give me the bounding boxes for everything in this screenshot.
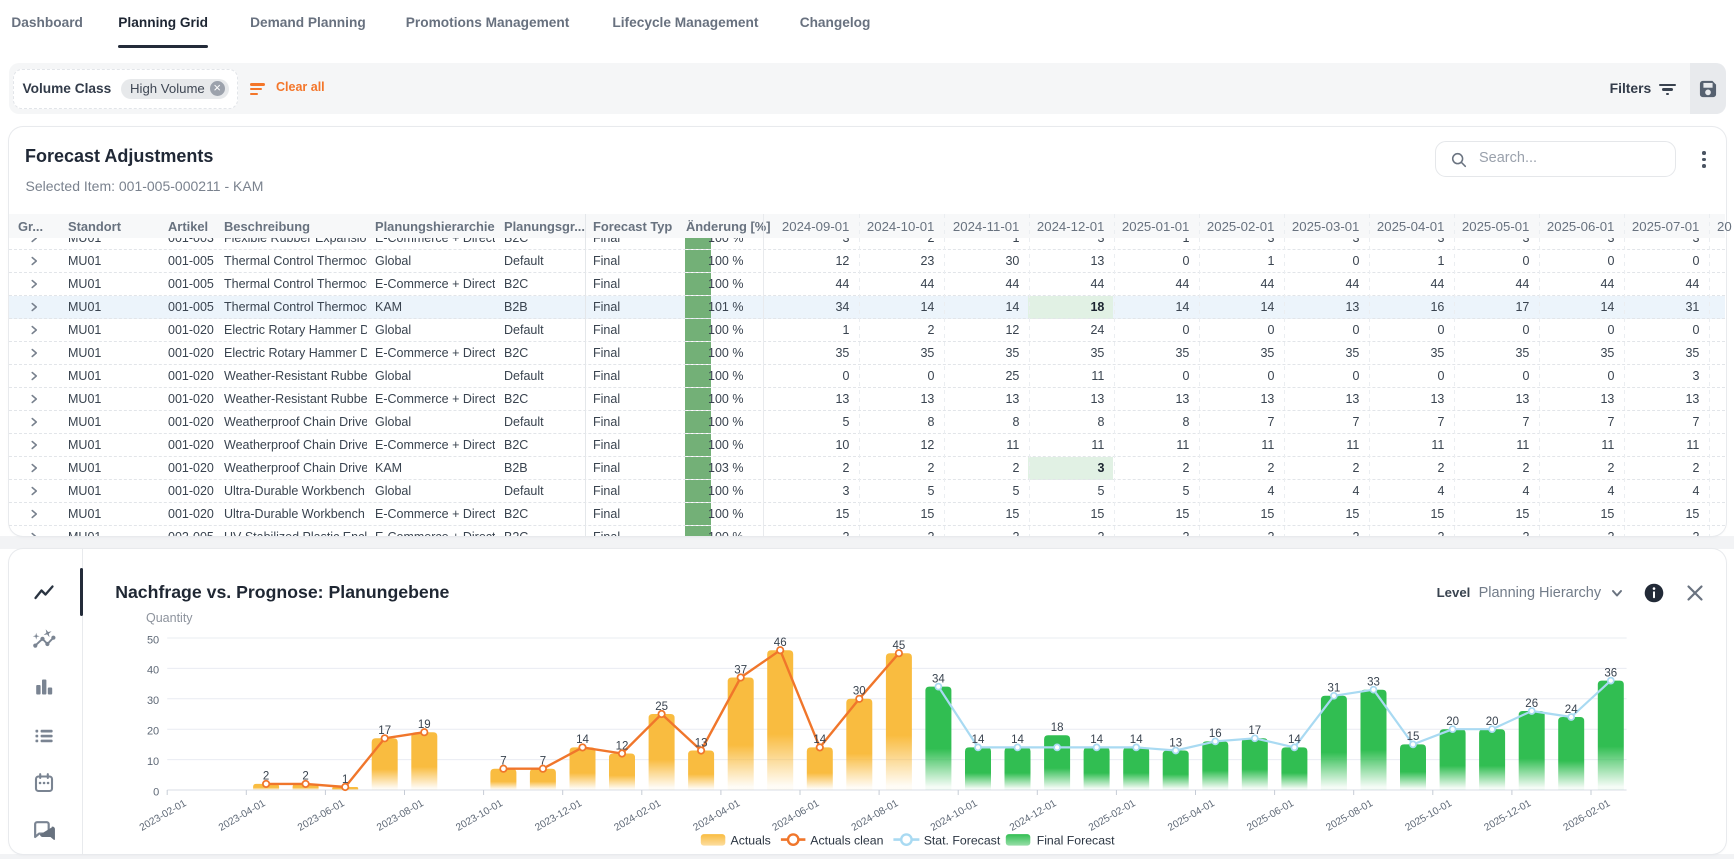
svg-text:18: 18 (1051, 722, 1064, 734)
svg-text:45: 45 (893, 640, 906, 652)
svg-text:25: 25 (655, 701, 668, 713)
svg-text:Actuals: Actuals (731, 834, 771, 848)
svg-text:2023-02-01: 2023-02-01 (138, 798, 189, 834)
svg-text:2: 2 (302, 771, 308, 783)
svg-text:30: 30 (853, 686, 866, 698)
svg-text:2025-02-01: 2025-02-01 (1087, 798, 1138, 834)
svg-text:2023-04-01: 2023-04-01 (217, 798, 268, 834)
svg-text:14: 14 (813, 734, 826, 746)
svg-text:34: 34 (932, 673, 945, 685)
svg-text:1: 1 (342, 774, 348, 786)
svg-text:15: 15 (1407, 731, 1420, 743)
svg-text:2025-12-01: 2025-12-01 (1483, 798, 1534, 834)
svg-text:20: 20 (1486, 716, 1499, 728)
svg-text:14: 14 (972, 734, 985, 746)
svg-text:7: 7 (540, 756, 546, 768)
svg-text:Actuals clean: Actuals clean (810, 834, 883, 848)
svg-text:13: 13 (695, 737, 708, 749)
svg-text:2026-02-01: 2026-02-01 (1562, 798, 1613, 834)
svg-text:19: 19 (418, 719, 431, 731)
svg-text:7: 7 (500, 756, 506, 768)
svg-text:10: 10 (147, 756, 159, 768)
svg-text:2023-06-01: 2023-06-01 (296, 798, 347, 834)
svg-text:14: 14 (1011, 734, 1024, 746)
svg-text:37: 37 (734, 664, 747, 676)
svg-text:50: 50 (147, 634, 159, 646)
svg-text:2023-12-01: 2023-12-01 (533, 798, 584, 834)
svg-text:26: 26 (1525, 698, 1538, 710)
svg-text:2025-04-01: 2025-04-01 (1166, 798, 1217, 834)
svg-text:13: 13 (1169, 737, 1182, 749)
svg-text:2024-06-01: 2024-06-01 (771, 798, 822, 834)
svg-text:14: 14 (576, 734, 589, 746)
svg-text:17: 17 (378, 725, 391, 737)
svg-text:2024-08-01: 2024-08-01 (850, 798, 901, 834)
svg-text:17: 17 (1248, 725, 1261, 737)
svg-text:33: 33 (1367, 677, 1380, 689)
svg-text:20: 20 (1446, 716, 1459, 728)
svg-text:2024-04-01: 2024-04-01 (692, 798, 743, 834)
svg-text:Quantity: Quantity (146, 611, 193, 625)
svg-text:2025-06-01: 2025-06-01 (1245, 798, 1296, 834)
svg-text:14: 14 (1130, 734, 1143, 746)
svg-text:2024-10-01: 2024-10-01 (929, 798, 980, 834)
svg-text:36: 36 (1604, 667, 1617, 679)
svg-text:16: 16 (1209, 728, 1222, 740)
svg-text:2023-08-01: 2023-08-01 (375, 798, 426, 834)
svg-text:12: 12 (616, 740, 629, 752)
svg-text:14: 14 (1288, 734, 1301, 746)
svg-text:2023-10-01: 2023-10-01 (454, 798, 505, 834)
svg-text:20: 20 (147, 726, 159, 738)
svg-text:2024-12-01: 2024-12-01 (1008, 798, 1059, 834)
svg-text:2025-08-01: 2025-08-01 (1324, 798, 1375, 834)
svg-text:2024-02-01: 2024-02-01 (612, 798, 663, 834)
svg-text:30: 30 (147, 695, 159, 707)
svg-text:31: 31 (1328, 683, 1341, 695)
svg-text:14: 14 (1090, 734, 1103, 746)
svg-text:0: 0 (153, 786, 159, 798)
svg-text:46: 46 (774, 637, 787, 649)
svg-text:Final Forecast: Final Forecast (1037, 834, 1115, 848)
svg-text:2: 2 (263, 771, 269, 783)
svg-text:40: 40 (147, 665, 159, 677)
svg-text:Stat. Forecast: Stat. Forecast (924, 834, 1001, 848)
svg-text:24: 24 (1565, 704, 1578, 716)
svg-text:2025-10-01: 2025-10-01 (1403, 798, 1454, 834)
